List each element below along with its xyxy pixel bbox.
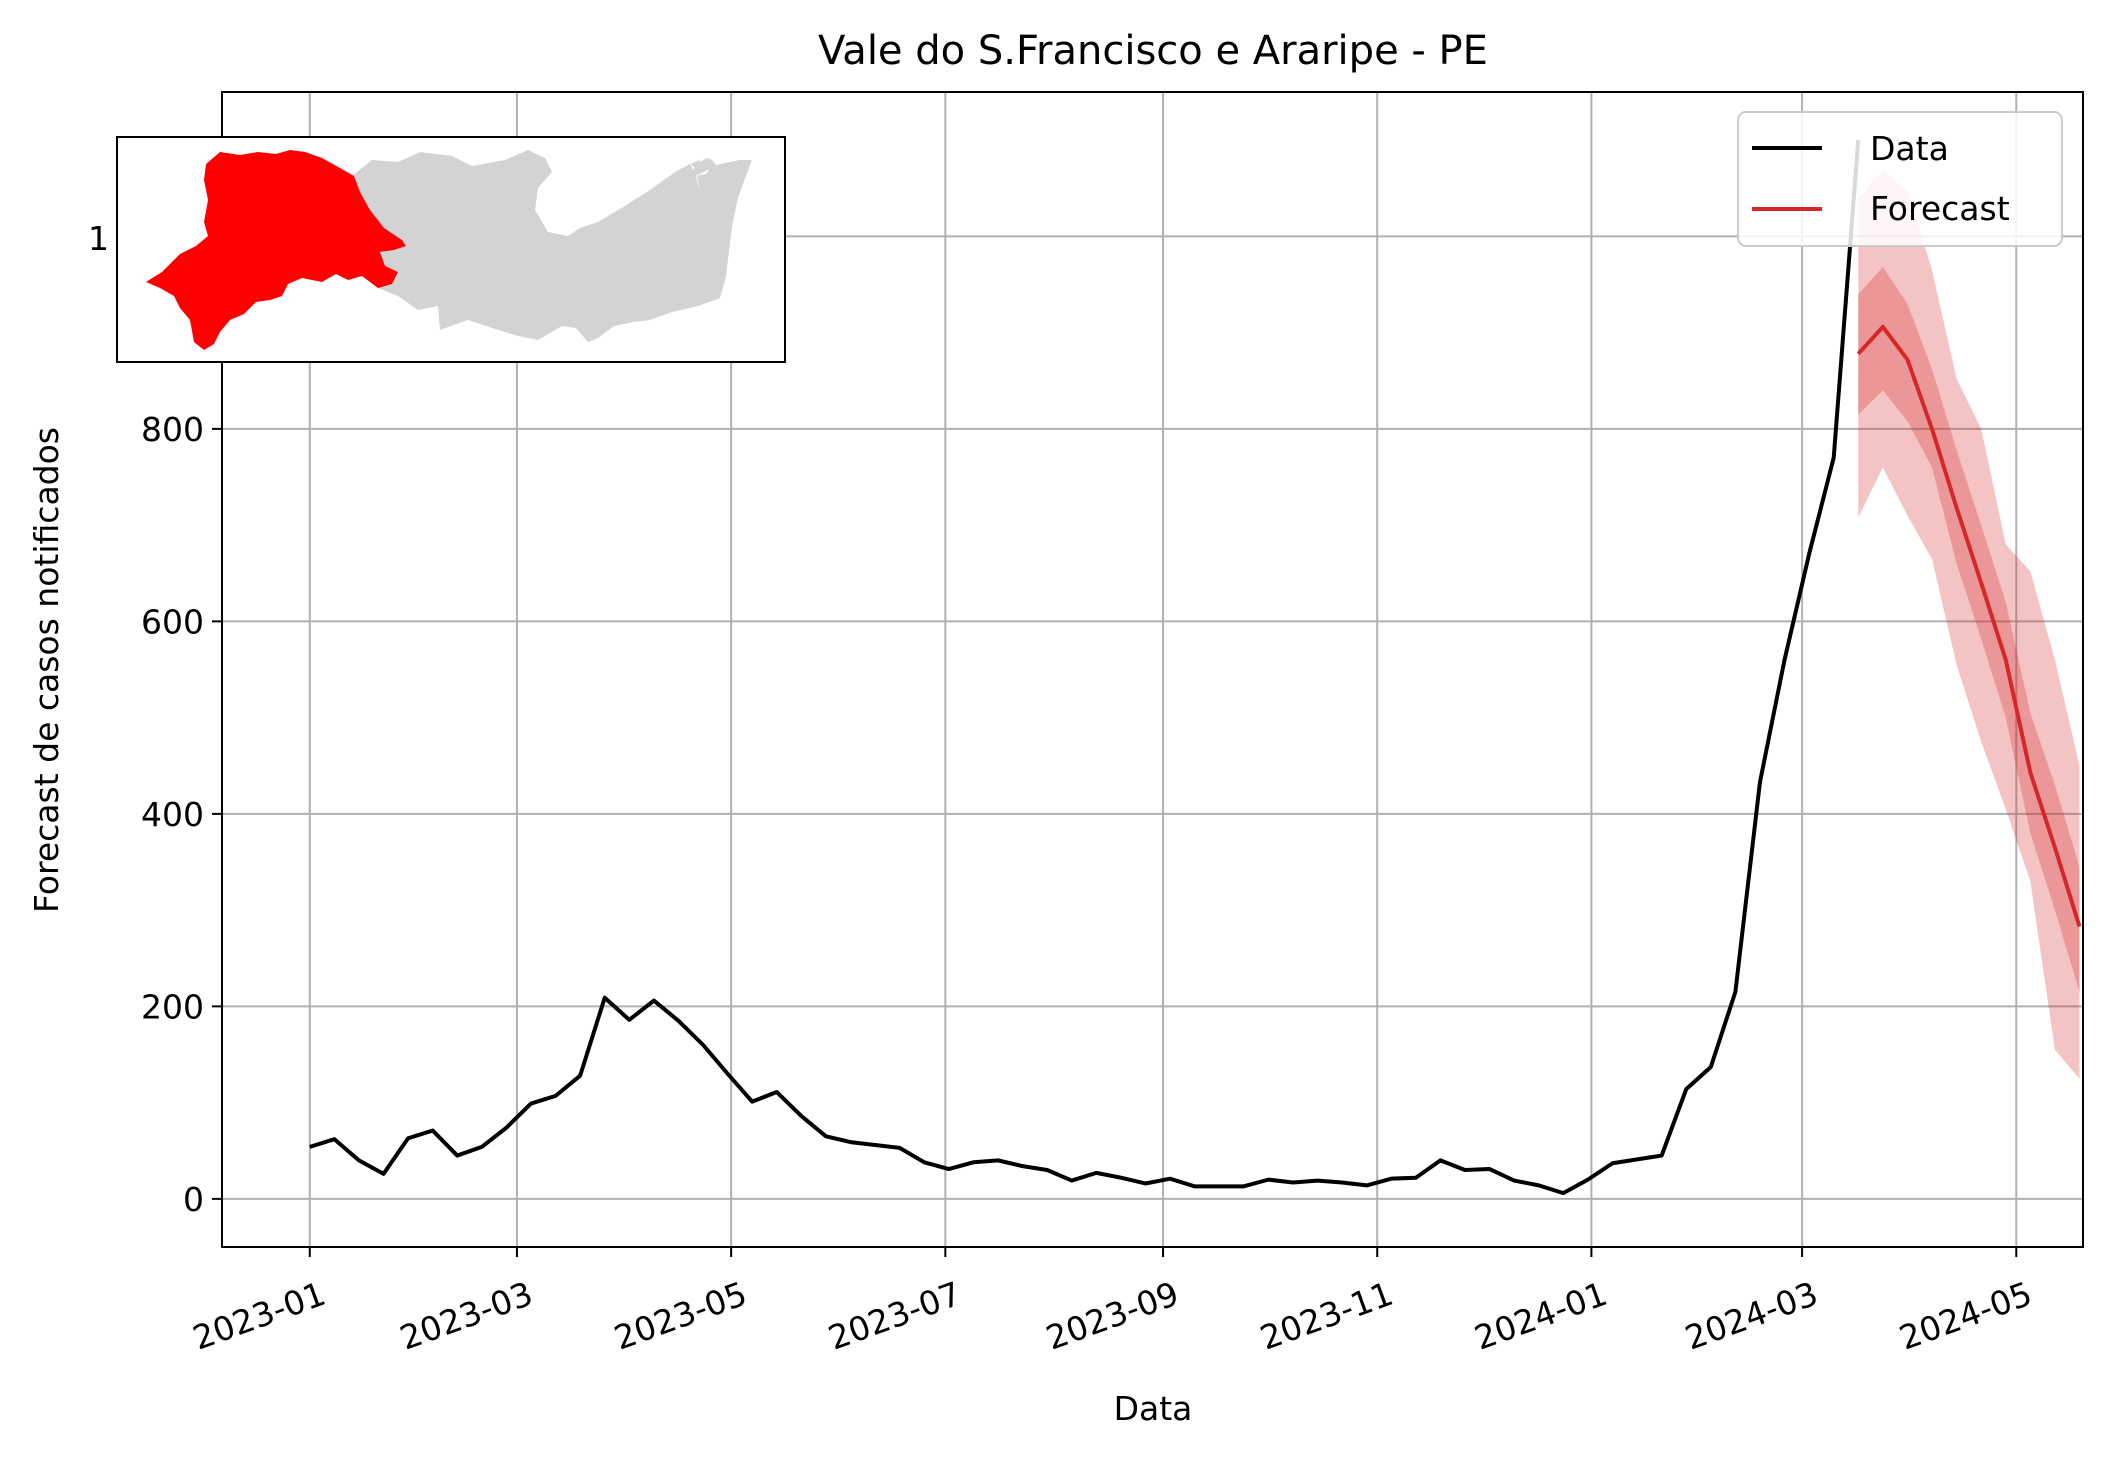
forecast-band-95 bbox=[1858, 170, 2080, 1079]
y-tick-label: 600 bbox=[141, 602, 204, 641]
map-other-regions bbox=[352, 150, 752, 342]
forecast-band-50 bbox=[1858, 267, 2080, 992]
plot-frame bbox=[221, 91, 2084, 1248]
forecast-series-line bbox=[1856, 324, 2082, 928]
region-inset-map bbox=[116, 136, 786, 363]
y-tick-label: 400 bbox=[141, 795, 204, 834]
x-axis-label: Data bbox=[1114, 1389, 1193, 1428]
legend-forecast-label: Forecast bbox=[1870, 189, 2010, 228]
chart-title: Vale do S.Francisco e Araripe - PE bbox=[818, 28, 1488, 74]
legend-data-label: Data bbox=[1870, 129, 1949, 168]
y-tick-label: 200 bbox=[141, 987, 204, 1026]
y-tick-label-partial: 1 bbox=[88, 219, 109, 258]
legend: Data Forecast bbox=[1737, 111, 2063, 247]
map-highlighted-region bbox=[146, 150, 406, 350]
series-lines bbox=[309, 139, 2082, 1196]
data-series-line bbox=[309, 139, 1861, 1196]
y-axis-ticks: 0 200 400 600 800 bbox=[141, 235, 222, 1219]
forecast-bands bbox=[1858, 170, 2080, 1079]
y-tick-label: 800 bbox=[141, 410, 204, 449]
y-axis-label: Forecast de casos notificados bbox=[27, 427, 66, 913]
y-tick-label: 0 bbox=[183, 1180, 204, 1219]
